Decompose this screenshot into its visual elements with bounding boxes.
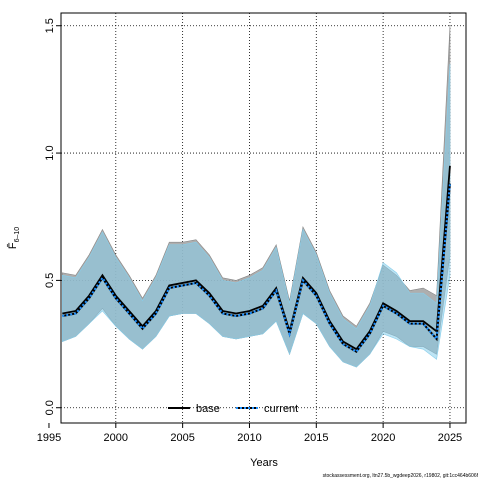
y-tick-label: 1.5	[44, 18, 56, 33]
legend-label-current: current	[264, 403, 298, 415]
footer-credit: stockassessment.org, ltn27.5b_wgdeep2026…	[323, 473, 479, 479]
x-tick-label: 2025	[438, 432, 462, 444]
y-tick-label: 0.5	[44, 273, 56, 288]
confidence-bands	[62, 25, 451, 368]
axes: 1995 2000 2005 2010 2015 2020 2025 0.0 0.5 1.0 1.5	[37, 18, 462, 444]
x-tick-label: 2005	[170, 432, 194, 444]
x-tick-label: 1995	[37, 432, 61, 444]
x-tick-label: 2000	[104, 432, 128, 444]
x-axis-title: Years	[250, 457, 278, 469]
x-tick-label: 2020	[371, 432, 395, 444]
x-tick-label: 2010	[237, 432, 261, 444]
y-axis-title: F̄6–10	[6, 227, 21, 249]
legend: base current	[168, 403, 298, 415]
plot-frame	[60, 12, 467, 424]
line-base	[62, 165, 451, 351]
line-current	[62, 183, 451, 354]
y-axis-title-main: F̄	[6, 242, 19, 249]
band-current	[62, 63, 451, 368]
y-axis-title-subscript: 6–10	[14, 227, 21, 243]
legend-label-base: base	[196, 403, 220, 415]
svg-text:F̄6–10: F̄6–10	[6, 227, 21, 249]
y-tick-label: 0.0	[44, 400, 56, 415]
series-lines	[62, 165, 451, 354]
x-tick-label: 2015	[304, 432, 328, 444]
y-tick-label: 1.0	[44, 145, 56, 160]
